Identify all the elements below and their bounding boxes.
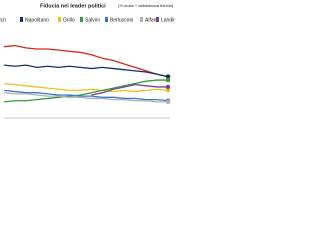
legend-label: Renzi xyxy=(0,17,6,23)
chart-title: Fiducia nei leader politici xyxy=(40,3,106,9)
end-dot xyxy=(165,99,171,105)
legend-swatch xyxy=(156,17,159,22)
series-line xyxy=(3,79,168,103)
series-line xyxy=(3,89,169,102)
legend-swatch xyxy=(58,17,61,22)
legend-label: Berlusconi xyxy=(110,17,133,23)
legend-swatch xyxy=(80,17,83,22)
series-line xyxy=(91,83,168,96)
end-dot xyxy=(165,88,171,93)
chart-subtitle: (% molta + abbastanza fiducia) xyxy=(118,3,174,8)
legend-label: Napolitano xyxy=(25,17,49,23)
chart: Fiducia nei leader politici (% molta + a… xyxy=(0,0,175,130)
legend-label: Salvini xyxy=(85,17,100,23)
end-dot xyxy=(165,74,171,79)
legend-label: Landini xyxy=(161,17,175,23)
series-line xyxy=(3,82,169,93)
end-dot xyxy=(165,77,171,83)
background xyxy=(0,0,175,130)
series-line xyxy=(3,92,168,103)
legend-label: Alfano xyxy=(145,17,159,23)
end-dot xyxy=(165,84,171,90)
legend-swatch xyxy=(140,17,143,22)
legend-swatch xyxy=(105,17,108,22)
legend-swatch xyxy=(20,17,23,22)
legend-label: Grillo xyxy=(63,17,75,23)
series-line xyxy=(3,44,169,78)
series-line xyxy=(3,64,169,78)
